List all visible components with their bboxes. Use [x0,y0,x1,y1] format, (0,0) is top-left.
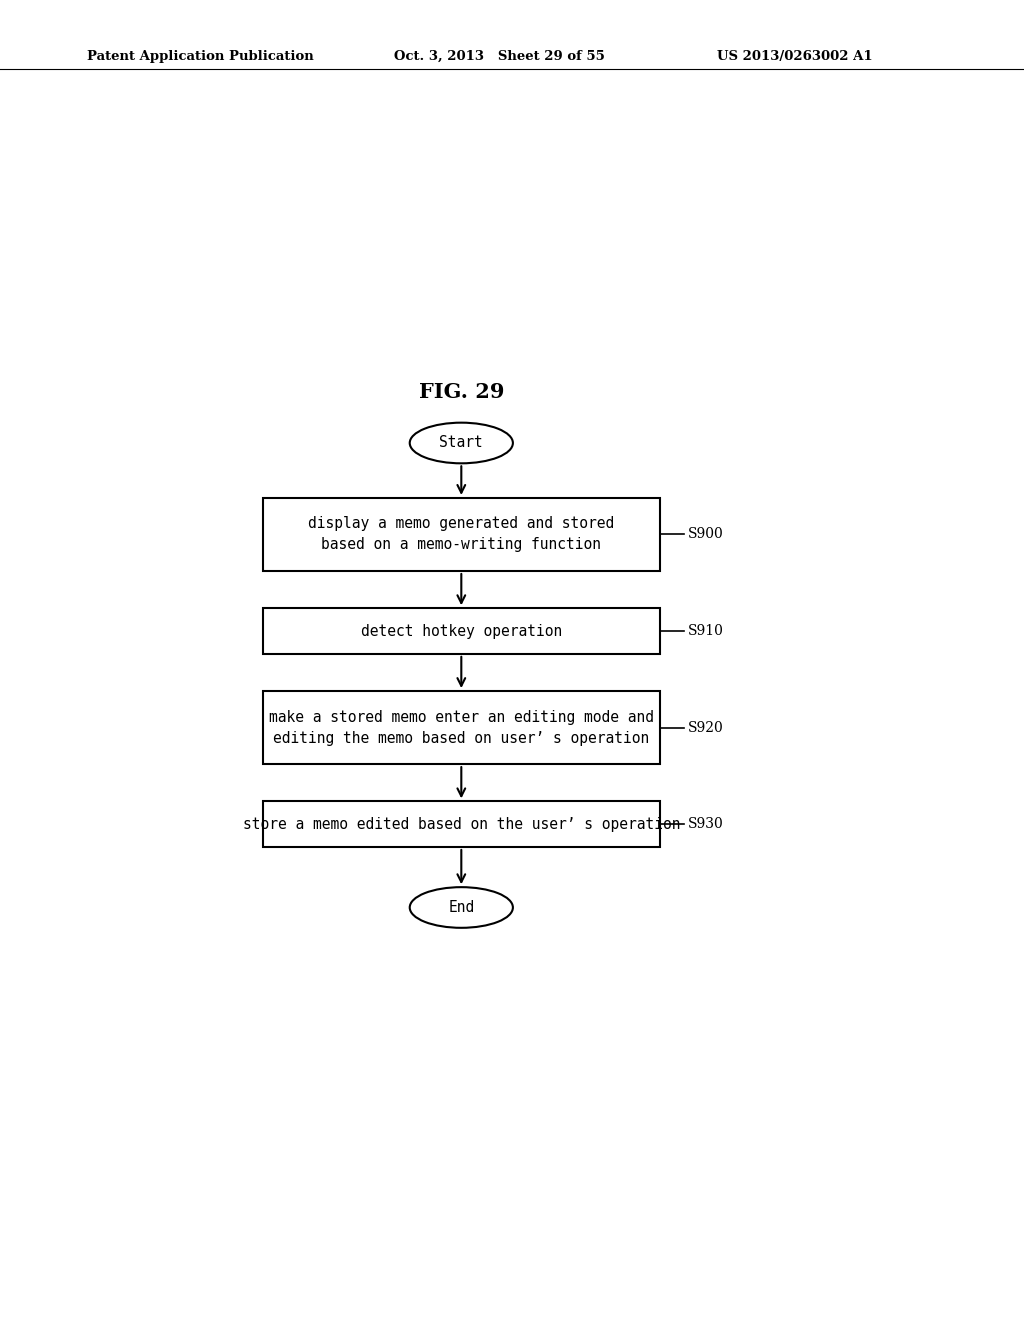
FancyBboxPatch shape [263,801,659,847]
Text: S920: S920 [687,721,723,735]
Text: S900: S900 [687,528,723,541]
Text: display a memo generated and stored
based on a memo-writing function: display a memo generated and stored base… [308,516,614,553]
Text: Start: Start [439,436,483,450]
Text: make a stored memo enter an editing mode and
editing the memo based on user’ s o: make a stored memo enter an editing mode… [269,710,653,746]
Text: S910: S910 [687,624,723,638]
Text: FIG. 29: FIG. 29 [419,383,504,403]
Ellipse shape [410,887,513,928]
Text: US 2013/0263002 A1: US 2013/0263002 A1 [717,50,872,63]
Text: Oct. 3, 2013   Sheet 29 of 55: Oct. 3, 2013 Sheet 29 of 55 [394,50,605,63]
Text: End: End [449,900,474,915]
Ellipse shape [410,422,513,463]
Text: S930: S930 [687,817,723,832]
Text: detect hotkey operation: detect hotkey operation [360,623,562,639]
Text: store a memo edited based on the user’ s operation: store a memo edited based on the user’ s… [243,817,680,832]
Text: Patent Application Publication: Patent Application Publication [87,50,313,63]
FancyBboxPatch shape [263,609,659,653]
FancyBboxPatch shape [263,690,659,764]
FancyBboxPatch shape [263,498,659,572]
